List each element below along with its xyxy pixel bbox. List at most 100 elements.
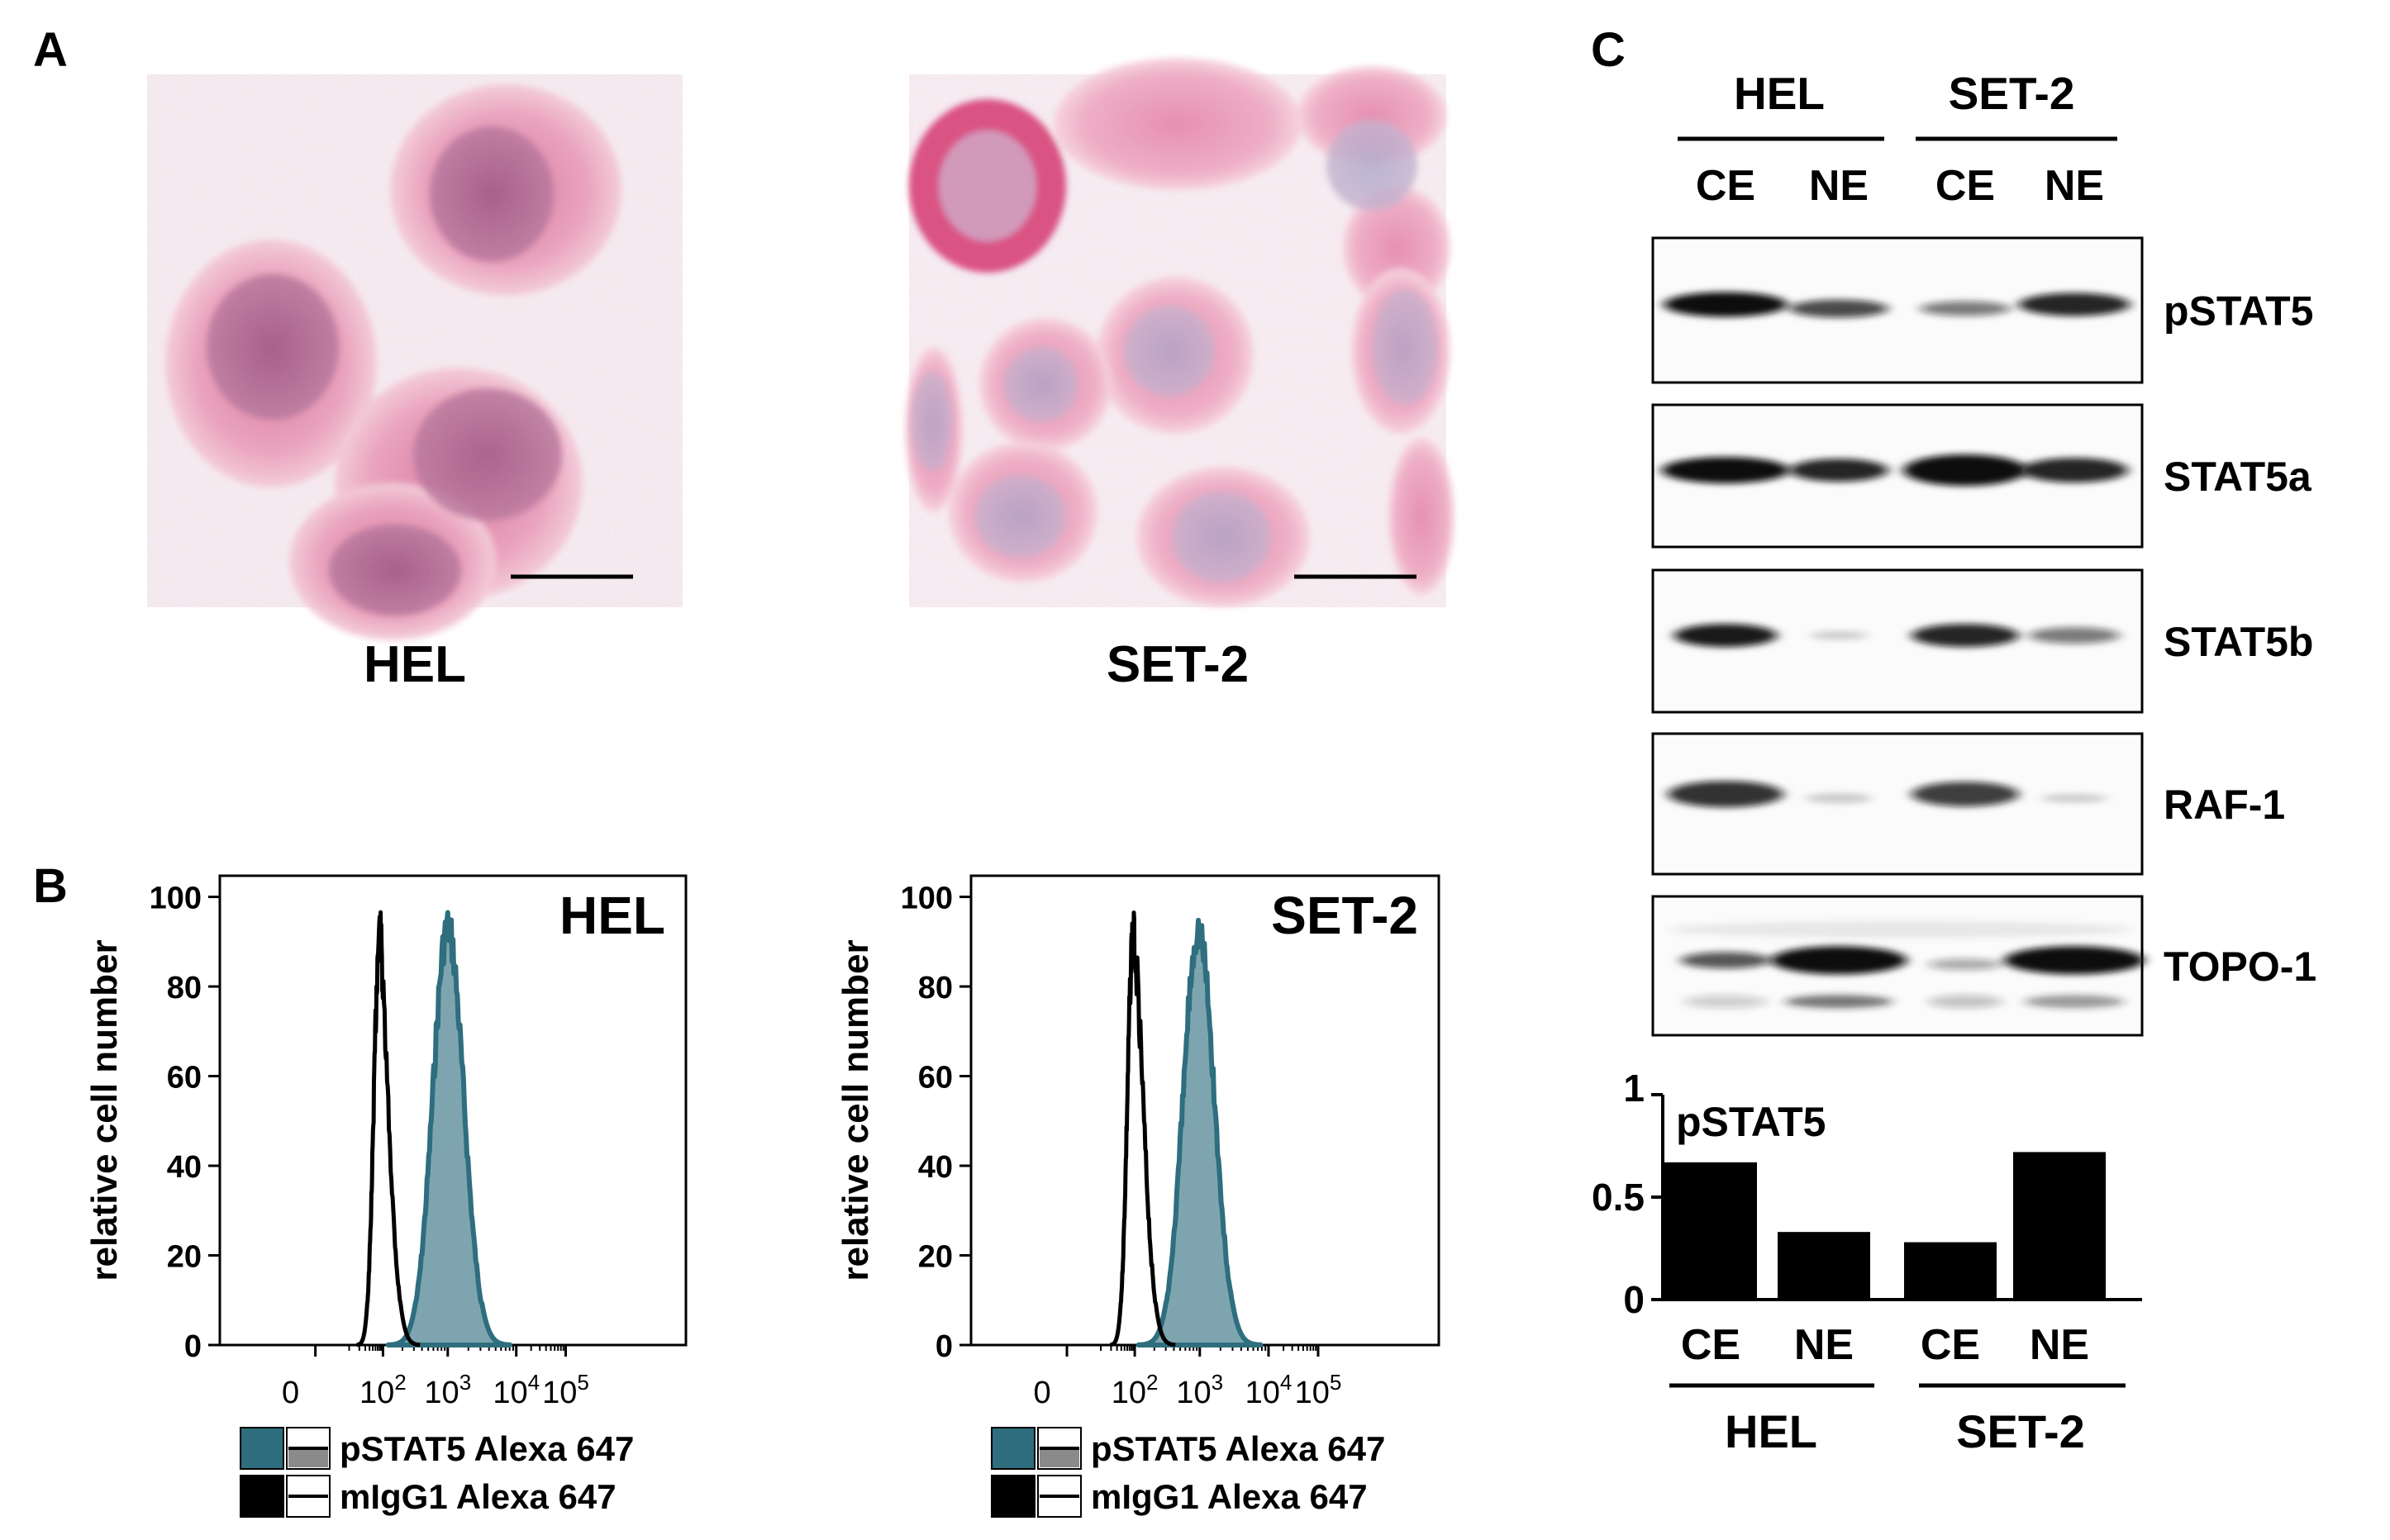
y-tick-label: 60 (918, 1061, 953, 1096)
bar (1904, 1242, 1997, 1300)
blot-band (1680, 952, 1771, 969)
y-tick-label: 0 (936, 1329, 953, 1364)
y-tick-label: 60 (167, 1061, 202, 1096)
blot-band (1668, 781, 1783, 808)
y-tick-label: 0 (184, 1329, 202, 1364)
y-tick-label: 80 (918, 971, 953, 1005)
blot-header: HEL SET-2 CE NE CE NE (1678, 68, 2117, 210)
blot-label: pSTAT5 (2164, 288, 2313, 335)
blot-label: TOPO-1 (2164, 943, 2316, 990)
fraction-label: CE (1935, 162, 1995, 210)
blot-band (1664, 292, 1788, 317)
y-tick-label: 0 (1623, 1278, 1645, 1321)
histogram-pstat5 (385, 910, 513, 1348)
blot-band (1912, 624, 2019, 648)
x-tick-label: 0 (1033, 1376, 1050, 1410)
x-tick-label: 105 (1295, 1370, 1342, 1410)
x-tick-label: 102 (1112, 1370, 1159, 1410)
x-tick-label: 103 (424, 1370, 471, 1410)
blot-band (2041, 794, 2107, 803)
panel-label-c: C (1591, 23, 1626, 77)
pstat5-bar-chart: 1 0.5 0 pSTAT5 CE NE CE NE HEL SET-2 (1592, 1067, 2142, 1457)
blot-pstat5: pSTAT5 (1651, 236, 2313, 384)
y-axis-label: relative cell number (84, 939, 125, 1281)
cell-line-label: HEL (1734, 68, 1825, 119)
blot-stat5b: STAT5b (1651, 568, 2313, 714)
histogram-plot: 100 80 60 40 20 0 relative cell number 0 102 103 1… (84, 874, 688, 1518)
y-tick-label: 1 (1623, 1067, 1645, 1110)
blot-band (1789, 459, 1888, 482)
micrograph-set2 (905, 58, 1454, 607)
blot-stat5a: STAT5a (1651, 403, 2312, 549)
plot-title: SET-2 (1271, 886, 1418, 945)
x-tick-label: 0 (282, 1376, 299, 1410)
blot-band (1810, 631, 1868, 640)
legend-label: mIgG1 Alexa 647 (1091, 1477, 1368, 1516)
panel-label-b: B (33, 859, 68, 913)
bar (1664, 1162, 1757, 1300)
flow-histograms: 100 80 60 40 20 0 relative cell number 0 102 103 1… (84, 874, 1440, 1518)
blot-band (2029, 627, 2120, 644)
bar-category-label: CE (1921, 1321, 1980, 1369)
bar-chart-title: pSTAT5 (1676, 1099, 1826, 1145)
legend-swatch-fill (288, 1448, 328, 1467)
blot-band (1806, 793, 1872, 804)
blot-background (1669, 921, 2132, 938)
y-tick-label: 20 (167, 1240, 202, 1275)
bar (2013, 1152, 2106, 1300)
y-tick-label: 40 (918, 1150, 953, 1185)
bar (1778, 1232, 1870, 1300)
blot-band (2018, 292, 2131, 316)
y-tick-label: 100 (150, 882, 202, 916)
bar-category-label: CE (1681, 1321, 1740, 1369)
y-tick-label: 0.5 (1592, 1176, 1645, 1219)
blot-label: RAF-1 (2164, 782, 2285, 828)
blot-band (2025, 995, 2124, 1009)
x-tick-label: 103 (1176, 1370, 1223, 1410)
blot-raf-1: RAF-1 (1651, 732, 2285, 876)
micrograph-caption-hel: HEL (364, 636, 466, 693)
cell-line-label: SET-2 (1949, 68, 2075, 119)
blot-topo-1: TOPO-1 (1651, 895, 2316, 1037)
group-label: HEL (1725, 1405, 1817, 1457)
bar-category-label: NE (1794, 1321, 1854, 1369)
blot-band (1928, 958, 2002, 971)
y-tick-label: 80 (167, 971, 202, 1005)
histogram-migg1 (355, 910, 422, 1348)
blot-band (1673, 624, 1778, 648)
legend-swatch (240, 1475, 284, 1518)
fraction-label: CE (1696, 162, 1755, 210)
blot-band (1770, 946, 1907, 975)
blot-band (1661, 457, 1790, 484)
legend-swatch (991, 1475, 1036, 1518)
histogram-plot: 100 80 60 40 20 0 relative cell number 0 102 103 1… (836, 874, 1440, 1518)
blot-label: STAT5b (2164, 619, 2313, 665)
histogram-pstat5 (1135, 917, 1264, 1348)
fraction-label: NE (2045, 162, 2104, 210)
legend-swatch-fill (1040, 1448, 1079, 1467)
legend-label: mIgG1 Alexa 647 (340, 1477, 617, 1516)
blot-band (1785, 995, 1892, 1009)
group-label: SET-2 (1956, 1405, 2085, 1457)
blot-band (1928, 995, 2002, 1009)
blot-band (1920, 301, 2011, 316)
y-tick-label: 40 (167, 1150, 202, 1185)
micrograph-caption-set2: SET-2 (1107, 636, 1249, 693)
histogram-migg1 (1108, 910, 1178, 1348)
panel-label-a: A (33, 23, 68, 77)
x-tick-label: 105 (542, 1370, 589, 1410)
y-axis-label: relative cell number (836, 939, 876, 1281)
blot-band (1684, 995, 1767, 1009)
x-tick-label: 104 (493, 1370, 540, 1410)
micrograph-hel (147, 74, 683, 640)
blot-label: STAT5a (2164, 454, 2312, 500)
legend-label: pSTAT5 Alexa 647 (1091, 1429, 1385, 1468)
fraction-label: NE (1809, 162, 1869, 210)
blot-band (1903, 454, 2027, 487)
blot-band (1789, 299, 1888, 318)
x-tick-label: 102 (359, 1370, 407, 1410)
blot-band (2021, 458, 2128, 483)
legend-swatch (991, 1427, 1036, 1470)
y-tick-label: 100 (901, 882, 953, 916)
